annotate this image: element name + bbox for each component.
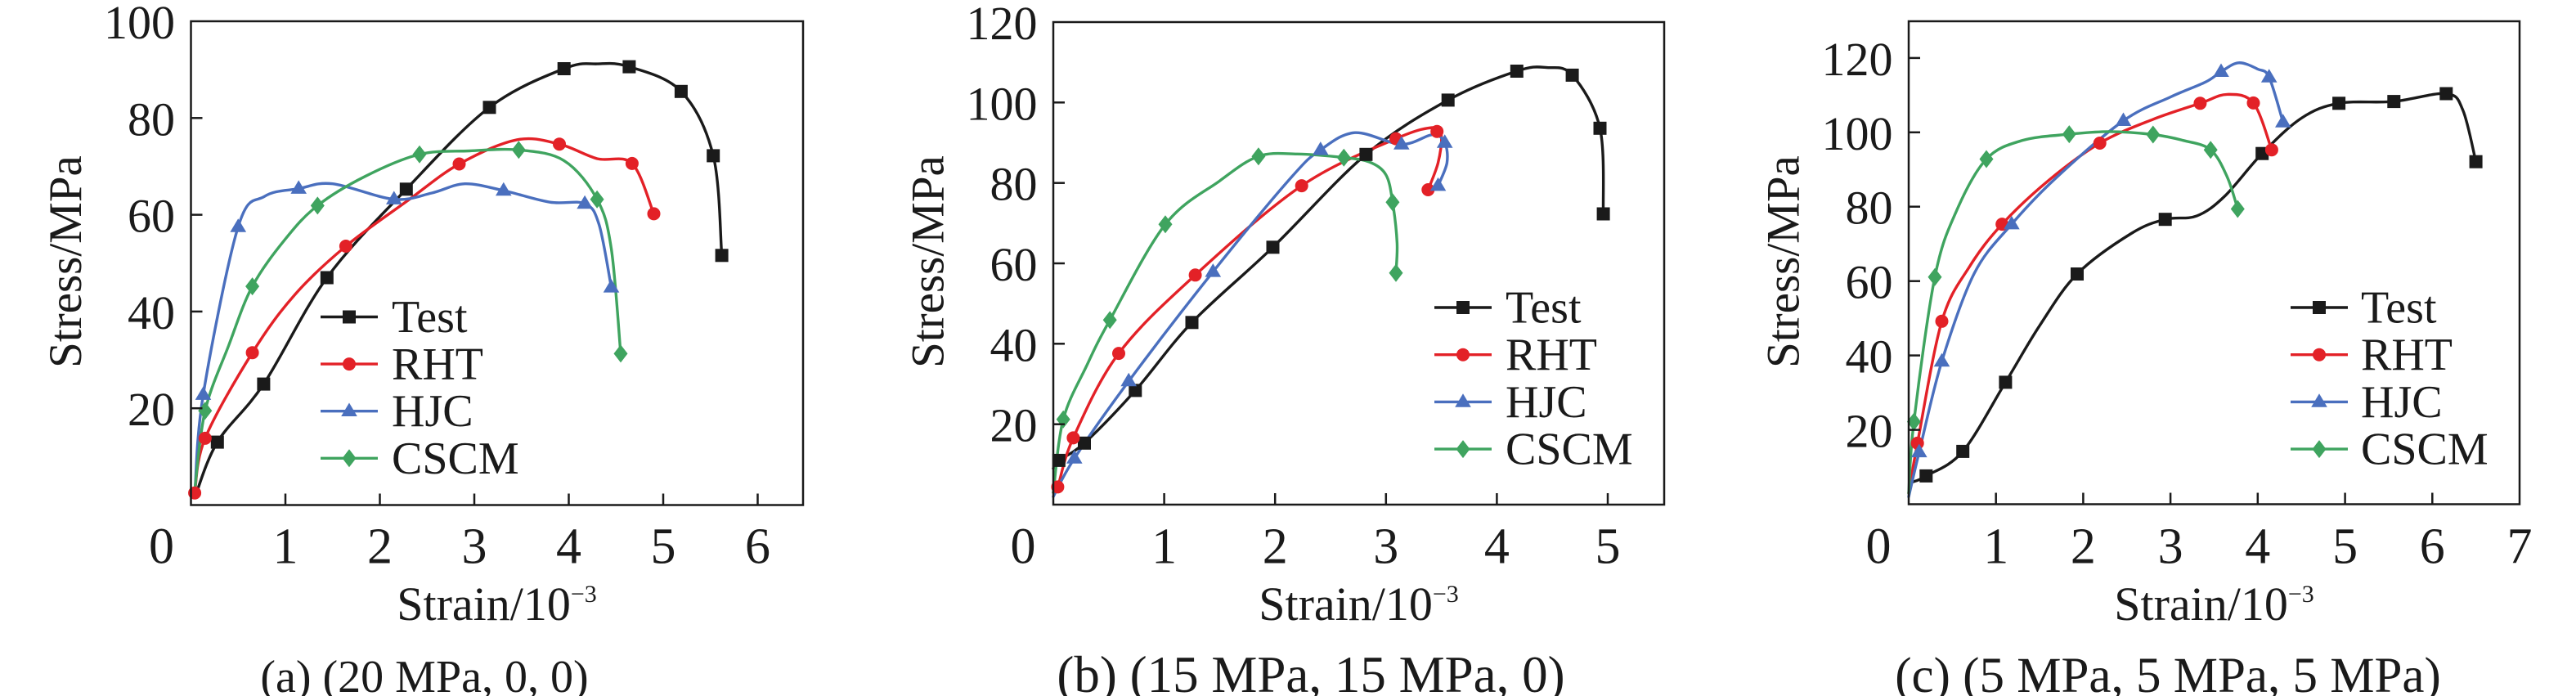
svg-text:Strain/10−3: Strain/10−3 bbox=[397, 577, 597, 631]
svg-text:1: 1 bbox=[273, 519, 298, 575]
svg-text:3: 3 bbox=[1373, 519, 1398, 575]
svg-text:5: 5 bbox=[1595, 519, 1621, 575]
svg-text:40: 40 bbox=[990, 318, 1038, 371]
svg-text:6: 6 bbox=[2420, 519, 2445, 575]
svg-text:2: 2 bbox=[367, 519, 393, 575]
svg-text:1: 1 bbox=[1983, 519, 2008, 575]
svg-text:0: 0 bbox=[149, 519, 174, 575]
svg-text:5: 5 bbox=[2332, 519, 2358, 575]
svg-text:CSCM: CSCM bbox=[2361, 424, 2488, 475]
svg-text:Strain/10−3: Strain/10−3 bbox=[2114, 577, 2314, 631]
svg-text:80: 80 bbox=[1846, 182, 1893, 235]
svg-text:RHT: RHT bbox=[392, 339, 483, 390]
svg-text:Test: Test bbox=[1506, 283, 1582, 334]
svg-text:60: 60 bbox=[990, 238, 1038, 291]
svg-text:60: 60 bbox=[1846, 256, 1893, 309]
svg-text:CSCM: CSCM bbox=[1506, 424, 1633, 475]
svg-text:CSCM: CSCM bbox=[392, 433, 519, 484]
svg-text:20: 20 bbox=[1846, 405, 1893, 458]
svg-text:5: 5 bbox=[651, 519, 676, 575]
svg-text:40: 40 bbox=[1846, 330, 1893, 384]
svg-text:Stress/MPa: Stress/MPa bbox=[40, 155, 92, 368]
svg-text:20: 20 bbox=[990, 399, 1038, 452]
svg-text:80: 80 bbox=[990, 158, 1038, 211]
svg-text:100: 100 bbox=[1822, 107, 1893, 160]
svg-text:4: 4 bbox=[1484, 519, 1510, 575]
svg-text:RHT: RHT bbox=[2361, 330, 2453, 380]
svg-text:(b) (15 MPa, 15 MPa, 0): (b) (15 MPa, 15 MPa, 0) bbox=[1057, 646, 1564, 696]
svg-text:HJC: HJC bbox=[2361, 377, 2443, 428]
svg-text:40: 40 bbox=[128, 286, 175, 339]
svg-text:Test: Test bbox=[2361, 283, 2437, 334]
svg-text:Strain/10−3: Strain/10−3 bbox=[1259, 577, 1459, 631]
svg-text:120: 120 bbox=[967, 0, 1038, 50]
svg-text:2: 2 bbox=[2071, 519, 2096, 575]
svg-text:0: 0 bbox=[1011, 519, 1036, 575]
svg-text:Stress/MPa: Stress/MPa bbox=[1758, 155, 1810, 368]
svg-text:Stress/MPa: Stress/MPa bbox=[903, 155, 954, 368]
svg-text:1: 1 bbox=[1151, 519, 1177, 575]
svg-text:20: 20 bbox=[128, 383, 175, 436]
svg-text:120: 120 bbox=[1822, 33, 1893, 86]
svg-text:Test: Test bbox=[392, 292, 468, 343]
svg-text:100: 100 bbox=[104, 0, 175, 49]
svg-text:RHT: RHT bbox=[1506, 330, 1597, 380]
svg-text:100: 100 bbox=[967, 77, 1038, 130]
svg-text:6: 6 bbox=[745, 519, 770, 575]
svg-text:4: 4 bbox=[556, 519, 581, 575]
svg-text:7: 7 bbox=[2507, 519, 2533, 575]
svg-text:3: 3 bbox=[2158, 519, 2183, 575]
svg-text:(c) (5 MPa, 5 MPa, 5 MPa): (c) (5 MPa, 5 MPa, 5 MPa) bbox=[1895, 649, 2441, 696]
svg-text:2: 2 bbox=[1263, 519, 1288, 575]
svg-text:60: 60 bbox=[128, 190, 175, 243]
svg-text:HJC: HJC bbox=[1506, 377, 1587, 428]
svg-text:3: 3 bbox=[462, 519, 487, 575]
svg-text:80: 80 bbox=[128, 92, 175, 146]
svg-text:0: 0 bbox=[1866, 519, 1892, 575]
svg-text:HJC: HJC bbox=[392, 386, 473, 437]
svg-text:(a) (20 MPa, 0, 0): (a) (20 MPa, 0, 0) bbox=[260, 652, 588, 696]
svg-text:4: 4 bbox=[2245, 519, 2270, 575]
